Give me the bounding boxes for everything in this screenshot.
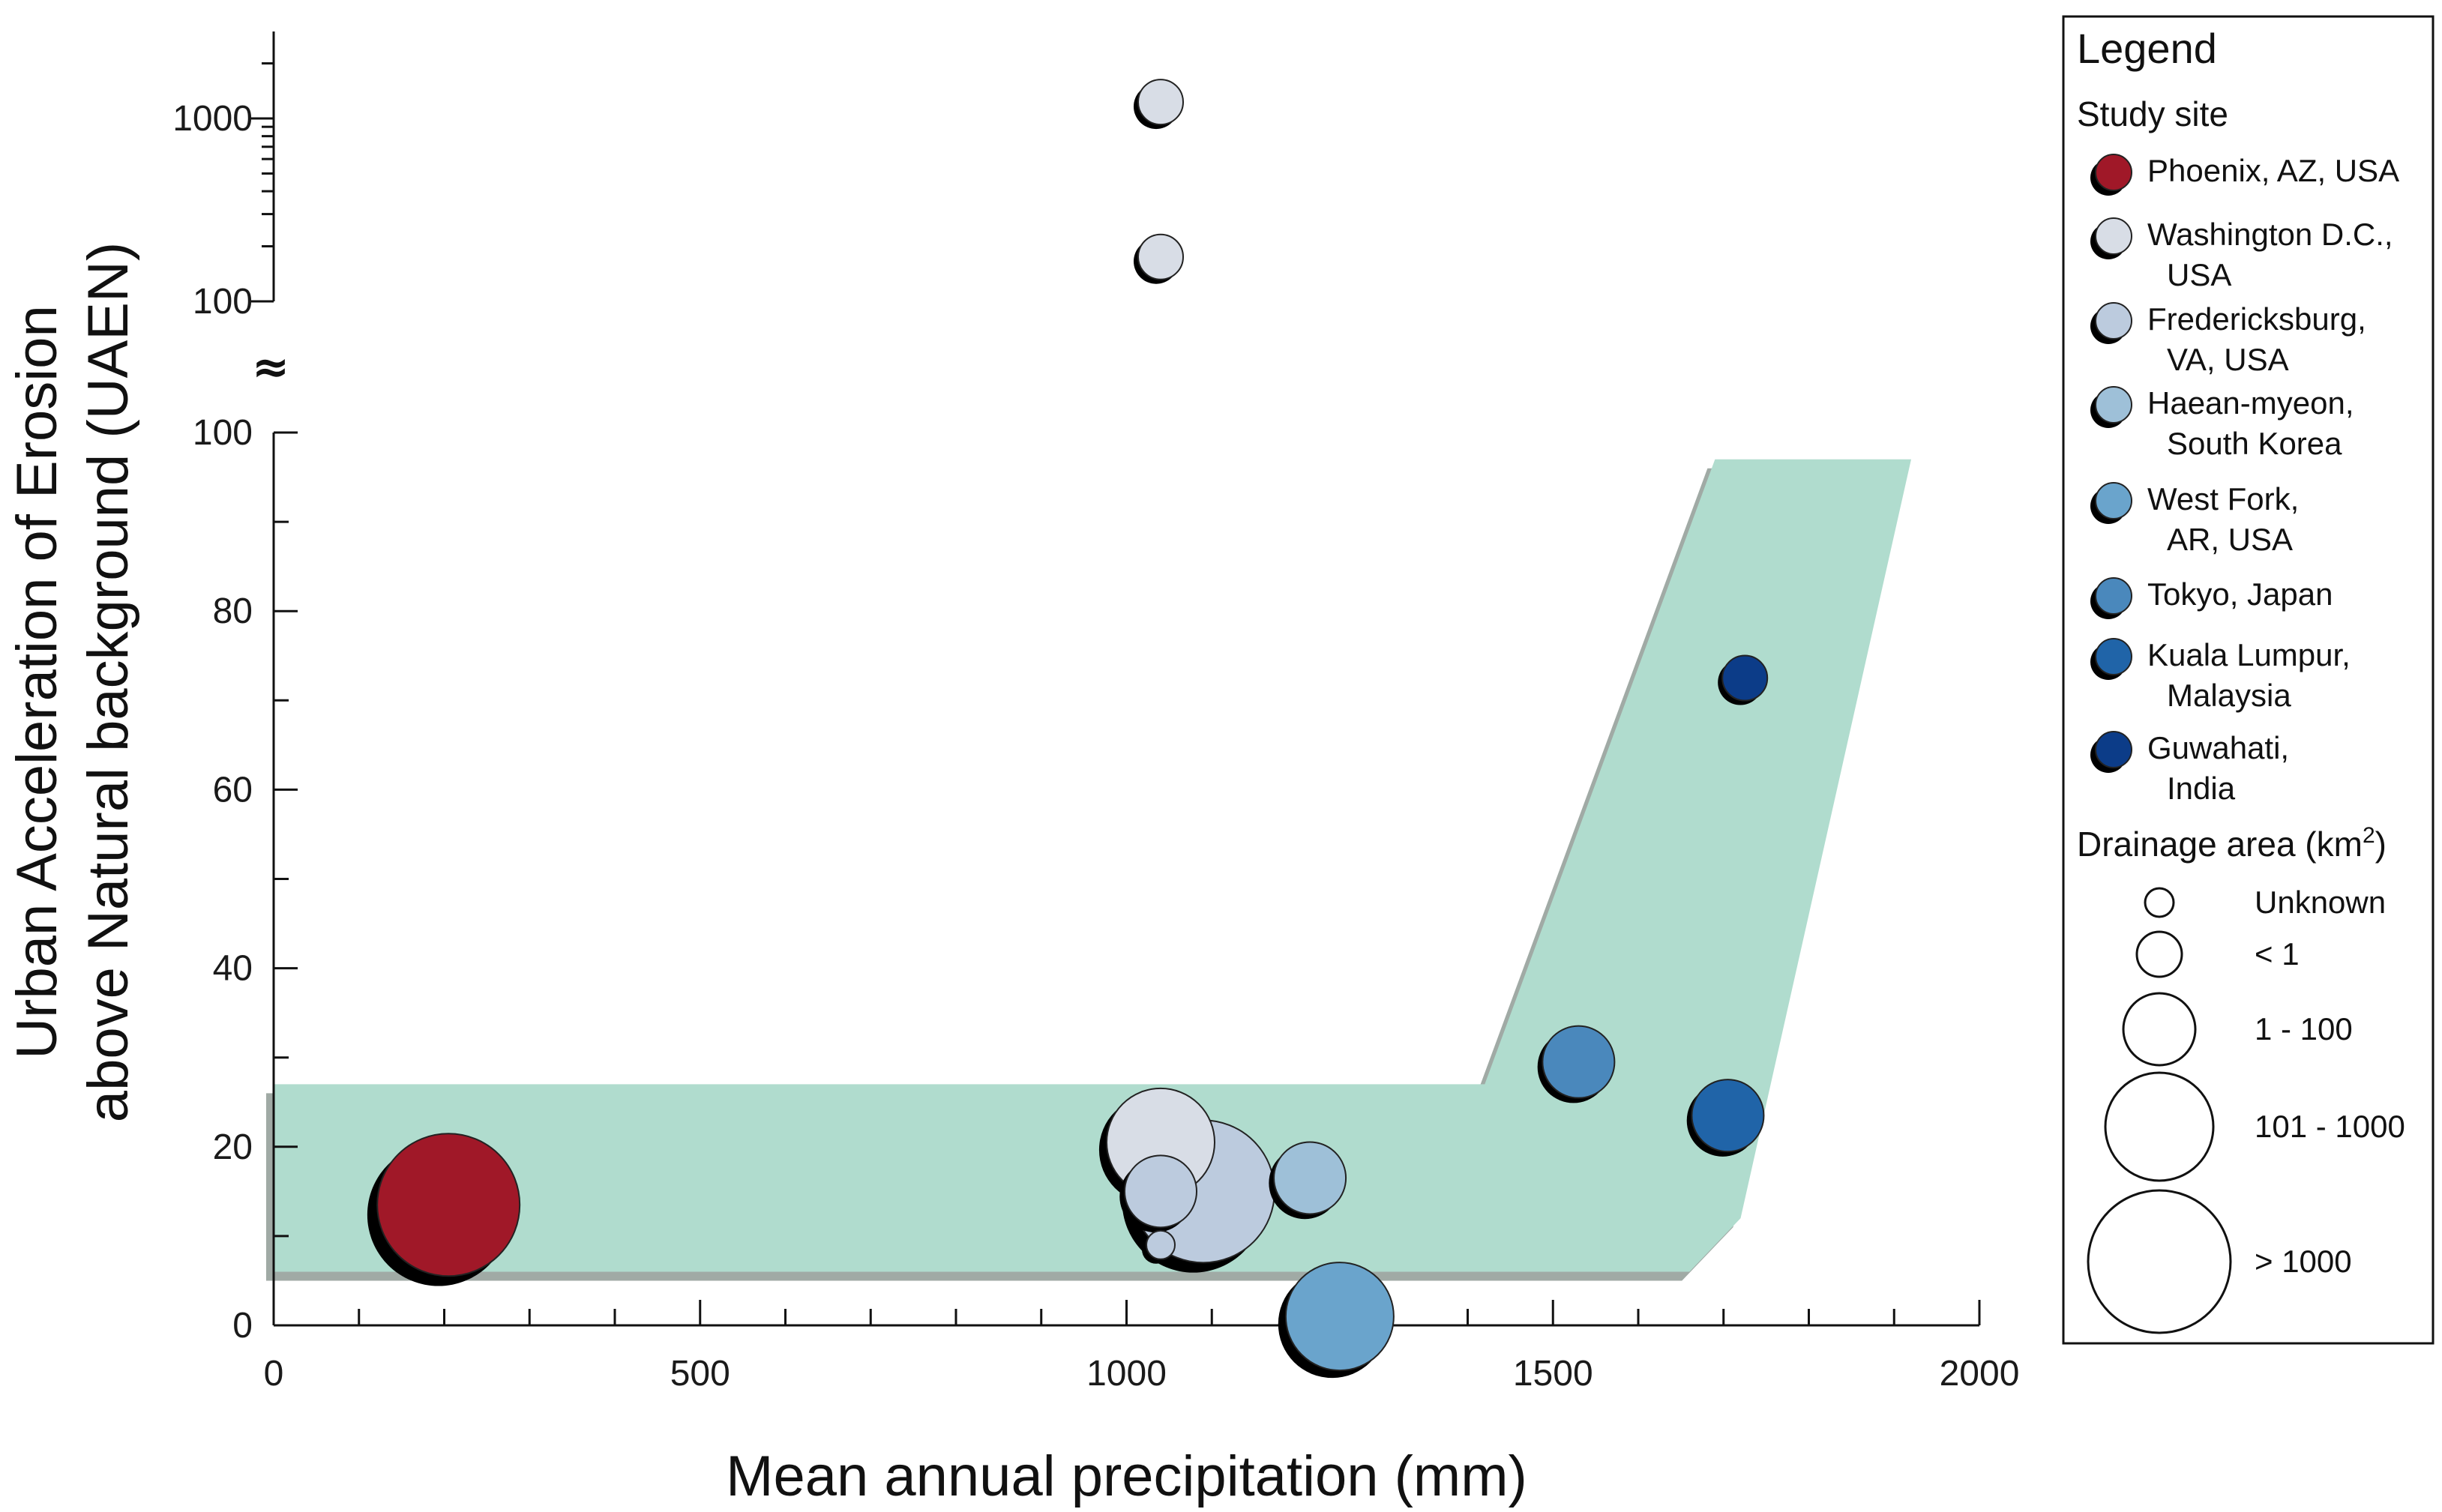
axis-break-symbol: ≈ [252,341,289,394]
y-tick-label: 0 [232,1306,253,1346]
legend-site-label: Fredericksburg, [2147,301,2366,337]
legend-site-label: West Fork, [2147,481,2299,516]
points-layer [367,79,1769,1379]
legend-drainage-title-end: ) [2375,825,2387,864]
legend-site-label: USA [2167,257,2231,292]
y-tick-label: 40 [213,949,253,989]
legend-site-label: Phoenix, AZ, USA [2147,153,2399,188]
axes-layer: 0 500 1000 1500 2000 0 20 40 60 80 100 100 1000 ≈ Mean… [5,31,2019,1508]
data-point [1542,1025,1616,1099]
y-upper-tick-label: 100 [193,282,253,322]
legend-size-circle [2104,1071,2215,1182]
legend-site-label: Malaysia [2167,678,2291,713]
data-point [1146,1229,1176,1260]
legend-site-label: Kuala Lumpur, [2147,637,2351,672]
legend-marker [2095,482,2132,519]
y-tick-label: 60 [213,770,253,810]
legend-site-label: Haean-myeon, [2147,385,2354,421]
x-tick-label: 2000 [1940,1354,2020,1394]
legend-drainage-title-sup: 2 [2363,823,2375,848]
data-point [1284,1262,1395,1372]
data-point [1691,1079,1765,1153]
legend-size-label: 1 - 100 [2255,1011,2353,1046]
legend-size-circle [2135,930,2183,978]
legend-study-site-title: Study site [2077,94,2228,133]
legend-marker [2095,154,2132,191]
y-upper-tick-label: 1000 [172,99,253,139]
y-axis-title-line1: Urban Acceleration of Erosion [5,305,69,1058]
y-axis-title-line2: above Natural background (UAEN) [76,242,140,1122]
legend-size-label: > 1000 [2255,1244,2352,1279]
y-tick-label: 80 [213,591,253,631]
data-point [1137,79,1184,126]
legend-marker [2095,302,2132,340]
legend-site-label: South Korea [2167,426,2342,461]
legend-size-label: 101 - 1000 [2255,1109,2405,1144]
legend-site-label: AR, USA [2167,522,2293,557]
legend-title: Legend [2077,25,2217,72]
x-tick-label: 1000 [1086,1354,1167,1394]
legend-drainage-title-main: Drainage area (km [2077,825,2363,864]
legend-site-label: Washington D.C., [2147,217,2393,252]
legend-size-circle [2087,1189,2232,1334]
legend-size-circle [2122,992,2197,1067]
legend-site-label: Tokyo, Japan [2147,576,2333,612]
x-tick-label: 0 [264,1354,284,1394]
data-point [1273,1141,1347,1215]
envelope-band-layer [266,459,1911,1281]
data-point [1137,233,1184,280]
y-tick-label: 100 [193,413,253,453]
legend-drainage-title: Drainage area (km2) [2077,823,2387,864]
data-point [1124,1154,1197,1229]
legend-marker [2095,731,2132,768]
legend-marker [2095,386,2132,424]
legend-size-circle [2144,887,2175,918]
legend-marker [2095,217,2132,255]
x-axis-title: Mean annual precipitation (mm) [726,1445,1527,1508]
data-point [1721,654,1769,702]
legend-site-label: India [2167,771,2236,806]
y-tick-label: 20 [213,1127,253,1167]
legend-size-label: Unknown [2255,885,2386,920]
legend-size-label: < 1 [2255,936,2300,972]
legend-marker [2095,577,2132,615]
x-tick-label: 500 [670,1354,730,1394]
legend-layer: Legend Study site Phoenix, AZ, USA Washingt… [2062,15,2435,1345]
legend-marker [2095,638,2132,675]
data-point [376,1133,521,1277]
envelope-band [274,459,1911,1272]
x-tick-label: 1500 [1513,1354,1593,1394]
legend-site-label: VA, USA [2167,342,2289,377]
legend-site-label: Guwahati, [2147,730,2289,765]
